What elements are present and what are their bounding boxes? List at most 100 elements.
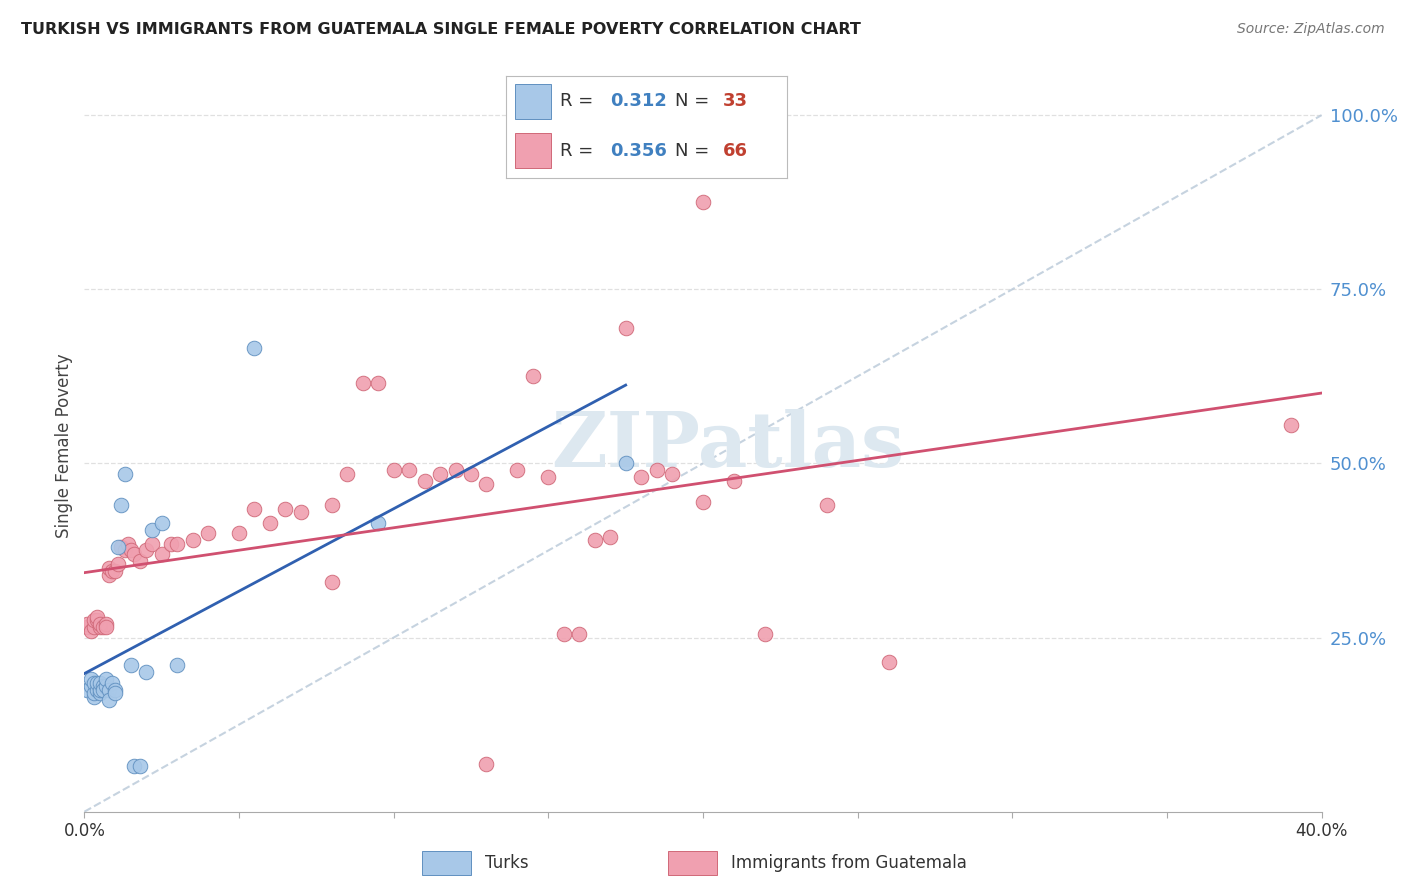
Point <box>120 658 142 673</box>
Point <box>444 463 467 477</box>
Point <box>86 676 108 690</box>
Point <box>79 624 101 638</box>
Point <box>98 693 121 707</box>
Point <box>475 477 498 491</box>
Point <box>537 470 560 484</box>
Point <box>86 613 108 627</box>
Text: R =: R = <box>560 142 599 160</box>
Point <box>160 536 183 550</box>
Point <box>117 536 139 550</box>
Point <box>197 526 219 541</box>
Point <box>274 501 297 516</box>
Point <box>89 686 111 700</box>
Point <box>89 676 111 690</box>
Point <box>398 463 420 477</box>
Point <box>120 543 142 558</box>
Point <box>76 616 98 631</box>
Point <box>76 620 98 634</box>
Point <box>321 574 343 589</box>
Text: R =: R = <box>560 93 599 111</box>
Point <box>181 533 204 547</box>
Point <box>107 558 129 572</box>
Point <box>86 609 108 624</box>
Point <box>614 320 637 334</box>
Point <box>259 516 281 530</box>
Bar <box>422 851 471 875</box>
Point <box>877 655 900 669</box>
Text: 33: 33 <box>723 93 748 111</box>
Point <box>91 682 114 697</box>
Point <box>94 673 117 687</box>
Point <box>94 620 117 634</box>
Point <box>321 498 343 512</box>
Point <box>104 682 127 697</box>
Text: TURKISH VS IMMIGRANTS FROM GUATEMALA SINGLE FEMALE POVERTY CORRELATION CHART: TURKISH VS IMMIGRANTS FROM GUATEMALA SIN… <box>21 22 860 37</box>
Point <box>243 342 266 356</box>
Point <box>91 620 114 634</box>
Point <box>94 616 117 631</box>
Point <box>104 565 127 579</box>
Point <box>723 474 745 488</box>
Point <box>228 526 250 541</box>
Point <box>122 759 145 773</box>
Point <box>76 682 98 697</box>
Point <box>86 682 108 697</box>
Point <box>583 533 606 547</box>
Point <box>98 682 121 697</box>
Text: N =: N = <box>675 93 714 111</box>
Point <box>429 467 451 481</box>
Point <box>107 540 129 554</box>
Point <box>104 686 127 700</box>
Point <box>460 467 482 481</box>
Point <box>83 686 105 700</box>
Point <box>150 516 173 530</box>
Point <box>79 679 101 693</box>
Point <box>98 561 121 575</box>
Bar <box>515 133 551 168</box>
Point <box>336 467 359 481</box>
Point <box>135 665 157 680</box>
Point <box>94 679 117 693</box>
Point <box>692 195 714 210</box>
Point <box>553 627 575 641</box>
Text: Immigrants from Guatemala: Immigrants from Guatemala <box>731 854 967 872</box>
Point <box>661 467 683 481</box>
Point <box>83 690 105 704</box>
Text: Turks: Turks <box>485 854 529 872</box>
Point <box>290 505 312 519</box>
Point <box>243 501 266 516</box>
Point <box>110 498 132 512</box>
Text: N =: N = <box>675 142 714 160</box>
Point <box>645 463 668 477</box>
Point <box>98 567 121 582</box>
Point <box>114 543 136 558</box>
Point <box>129 554 152 568</box>
Text: 66: 66 <box>723 142 748 160</box>
Point <box>754 627 776 641</box>
Point <box>1279 418 1302 433</box>
Point <box>630 470 652 484</box>
Point <box>413 474 436 488</box>
Y-axis label: Single Female Poverty: Single Female Poverty <box>55 354 73 538</box>
Point <box>141 536 163 550</box>
Point <box>129 759 152 773</box>
Point <box>135 543 157 558</box>
Point <box>352 376 374 391</box>
Point <box>83 620 105 634</box>
Text: ZIPatlas: ZIPatlas <box>551 409 904 483</box>
Bar <box>668 851 717 875</box>
Point <box>506 463 529 477</box>
Point <box>101 676 124 690</box>
Point <box>114 467 136 481</box>
Point <box>110 540 132 554</box>
Point <box>367 376 389 391</box>
Point <box>91 679 114 693</box>
Point <box>382 463 405 477</box>
Point <box>83 613 105 627</box>
Point <box>101 565 124 579</box>
Point <box>79 673 101 687</box>
Point <box>475 757 498 772</box>
Point <box>150 547 173 561</box>
Point <box>599 530 621 544</box>
Text: 0.312: 0.312 <box>610 93 666 111</box>
